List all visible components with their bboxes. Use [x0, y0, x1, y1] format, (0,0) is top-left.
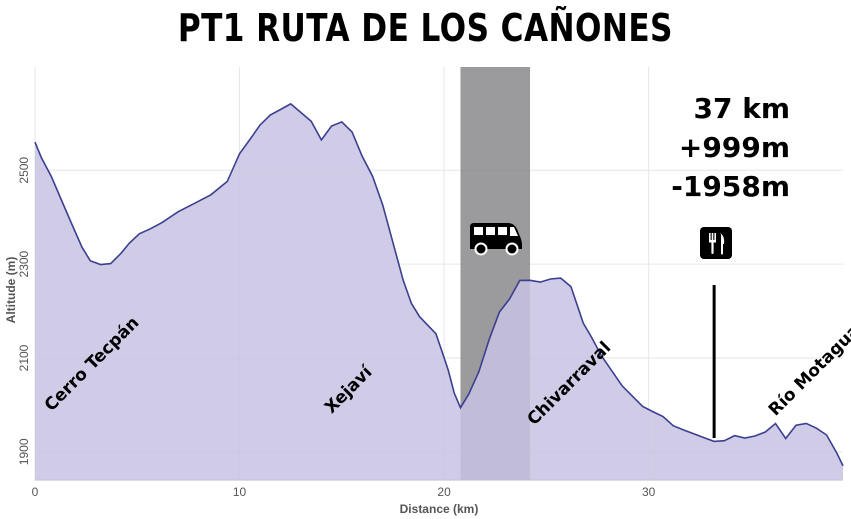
stat-descent: -1958m: [671, 170, 790, 203]
x-tick-label: 20: [437, 485, 451, 499]
stat-ascent: +999m: [679, 131, 790, 164]
elevation-area: [35, 103, 843, 481]
x-tick-label: 10: [233, 485, 247, 499]
elevation-line: [34, 102, 844, 467]
restaurant-icon: [700, 227, 732, 259]
x-axis: 0 10 20 30: [32, 485, 656, 499]
y-tick-label: 2300: [17, 250, 31, 277]
x-tick-label: 30: [642, 485, 656, 499]
x-tick-label: 0: [32, 485, 39, 499]
y-axis-label: Altitude (m): [4, 257, 18, 324]
place-label: Río Motagua: [765, 321, 851, 420]
x-axis-label: Distance (km): [400, 502, 479, 516]
y-axis: 1900 2100 2300 2500: [17, 157, 31, 466]
van-icon: [470, 223, 522, 256]
page-title: PT1 RUTA DE LOS CAÑONES: [177, 6, 673, 50]
y-tick-label: 2100: [17, 344, 31, 371]
y-tick-label: 1900: [17, 438, 31, 465]
stat-distance: 37 km: [693, 92, 790, 125]
y-tick-label: 2500: [17, 157, 31, 184]
